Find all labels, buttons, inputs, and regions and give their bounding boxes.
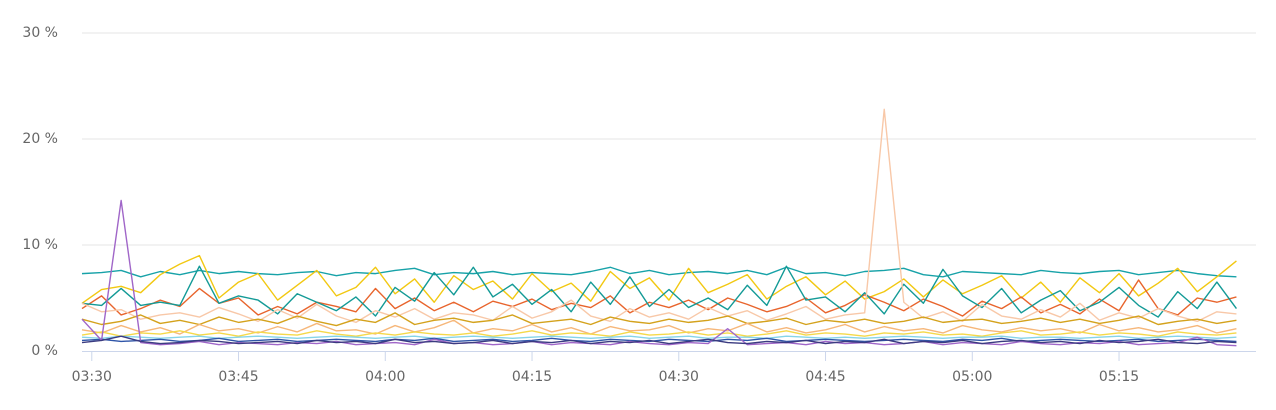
- x-tick-label: 05:00: [952, 369, 992, 385]
- x-tick-label: 04:00: [365, 369, 405, 385]
- series-line: [81, 199, 1237, 347]
- x-tick-label: 04:15: [512, 369, 552, 385]
- series-line: [81, 266, 1237, 278]
- series-line: [81, 254, 1237, 304]
- y-tick-label: 0 %: [31, 343, 58, 359]
- series-line: [81, 330, 1237, 337]
- x-tick-label: 04:30: [659, 369, 699, 385]
- series-line: [81, 335, 1237, 345]
- y-tick-label: 10 %: [22, 237, 58, 253]
- series-line: [81, 312, 1237, 327]
- y-tick-label: 20 %: [22, 131, 58, 147]
- x-tick-label: 05:15: [1099, 369, 1139, 385]
- series-line: [81, 335, 1237, 339]
- x-tick-label: 03:30: [72, 369, 112, 385]
- series-line: [81, 108, 1237, 324]
- x-tick-label: 03:45: [218, 369, 258, 385]
- series-line: [81, 337, 1237, 343]
- series-line: [81, 319, 1237, 335]
- x-tick-label: 04:45: [805, 369, 845, 385]
- y-tick-label: 30 %: [22, 25, 58, 41]
